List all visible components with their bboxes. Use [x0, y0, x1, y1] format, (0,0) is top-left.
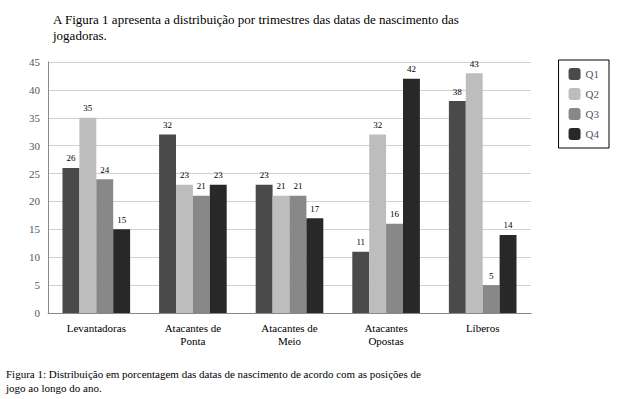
- svg-text:Ponta: Ponta: [180, 335, 205, 347]
- svg-text:35: 35: [29, 112, 41, 124]
- svg-text:Meio: Meio: [278, 335, 302, 347]
- svg-text:35: 35: [83, 103, 93, 113]
- svg-text:Atacantes de: Atacantes de: [261, 322, 318, 334]
- svg-text:Figura 1: Distribuição em porc: Figura 1: Distribuição em porcentagem da…: [6, 368, 421, 380]
- svg-text:Q4: Q4: [586, 128, 600, 140]
- svg-text:Atacantes: Atacantes: [364, 322, 407, 334]
- svg-text:5: 5: [35, 279, 41, 291]
- svg-text:11: 11: [356, 237, 365, 247]
- svg-text:38: 38: [453, 87, 463, 97]
- svg-text:43: 43: [470, 59, 480, 69]
- svg-text:Q3: Q3: [586, 108, 600, 120]
- svg-text:40: 40: [29, 84, 41, 96]
- svg-text:23: 23: [214, 170, 224, 180]
- svg-text:A Figura 1 apresenta a distrib: A Figura 1 apresenta a distribuição por …: [53, 12, 459, 27]
- svg-text:Levantadoras: Levantadoras: [67, 322, 126, 334]
- svg-text:25: 25: [29, 168, 41, 180]
- svg-text:Q2: Q2: [586, 88, 599, 100]
- svg-text:0: 0: [35, 307, 41, 319]
- svg-text:14: 14: [504, 220, 514, 230]
- svg-text:15: 15: [117, 215, 127, 225]
- svg-text:Líberos: Líberos: [466, 322, 500, 334]
- svg-text:21: 21: [277, 181, 286, 191]
- svg-text:jogo ao longo do ano.: jogo ao longo do ano.: [5, 382, 102, 394]
- svg-text:21: 21: [293, 181, 302, 191]
- svg-text:Atacantes de: Atacantes de: [165, 322, 222, 334]
- svg-text:32: 32: [163, 120, 172, 130]
- svg-text:5: 5: [489, 271, 494, 281]
- svg-text:jogadoras.: jogadoras.: [52, 28, 107, 43]
- svg-text:30: 30: [29, 140, 41, 152]
- svg-text:24: 24: [100, 165, 110, 175]
- svg-text:16: 16: [390, 209, 400, 219]
- svg-text:10: 10: [29, 251, 41, 263]
- svg-text:26: 26: [66, 153, 76, 163]
- svg-text:15: 15: [29, 223, 41, 235]
- svg-text:23: 23: [180, 170, 190, 180]
- svg-text:Q1: Q1: [586, 68, 599, 80]
- svg-text:17: 17: [310, 204, 320, 214]
- svg-text:20: 20: [29, 195, 41, 207]
- svg-text:23: 23: [260, 170, 270, 180]
- svg-text:45: 45: [29, 56, 41, 68]
- svg-text:Opostas: Opostas: [368, 335, 403, 347]
- svg-text:21: 21: [197, 181, 206, 191]
- svg-text:42: 42: [407, 64, 416, 74]
- svg-text:32: 32: [373, 120, 382, 130]
